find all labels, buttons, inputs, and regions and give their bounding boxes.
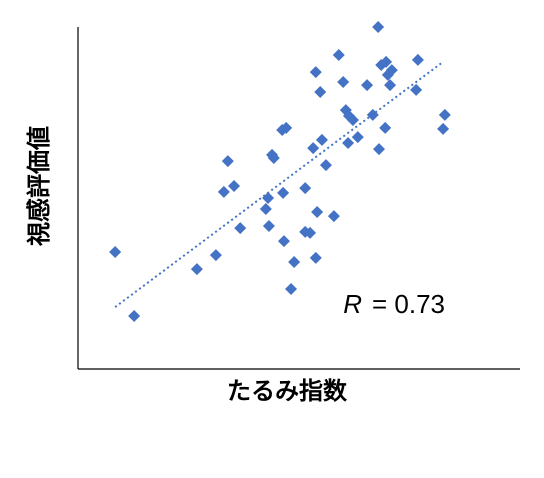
point <box>128 309 141 322</box>
point <box>411 53 424 66</box>
point <box>209 249 222 262</box>
point <box>259 202 272 215</box>
point <box>361 79 374 92</box>
point <box>384 79 397 92</box>
y-axis-label: 視感評価値 <box>25 126 53 247</box>
point <box>221 155 234 168</box>
point <box>373 143 386 156</box>
point <box>315 133 328 146</box>
point <box>379 121 392 134</box>
point <box>234 222 247 235</box>
point <box>309 251 322 264</box>
point <box>346 114 359 127</box>
point <box>299 182 312 195</box>
point <box>262 220 275 233</box>
point <box>307 142 320 155</box>
point <box>332 49 345 62</box>
point <box>410 83 423 96</box>
point <box>285 282 298 295</box>
point <box>109 246 122 259</box>
x-axis-label: たるみ指数 <box>227 377 348 405</box>
point <box>190 263 203 276</box>
point <box>304 226 317 239</box>
trendline <box>114 61 444 308</box>
point <box>262 192 275 204</box>
point <box>337 76 350 89</box>
point <box>228 180 241 193</box>
point <box>277 186 290 199</box>
point <box>314 85 327 98</box>
point <box>342 136 355 149</box>
point <box>380 55 393 68</box>
point <box>438 108 451 121</box>
point <box>437 122 450 135</box>
point <box>288 255 301 268</box>
annotation-text: = 0.73 <box>372 289 445 319</box>
point <box>280 121 293 134</box>
point <box>311 206 324 219</box>
point <box>385 64 398 77</box>
point <box>351 131 364 144</box>
point <box>309 66 322 79</box>
point <box>277 235 290 248</box>
point <box>319 159 332 172</box>
point <box>217 185 230 198</box>
point <box>267 151 280 164</box>
point <box>366 108 379 121</box>
point <box>372 21 385 33</box>
point <box>327 210 340 223</box>
annotation-symbol: R <box>343 289 362 319</box>
